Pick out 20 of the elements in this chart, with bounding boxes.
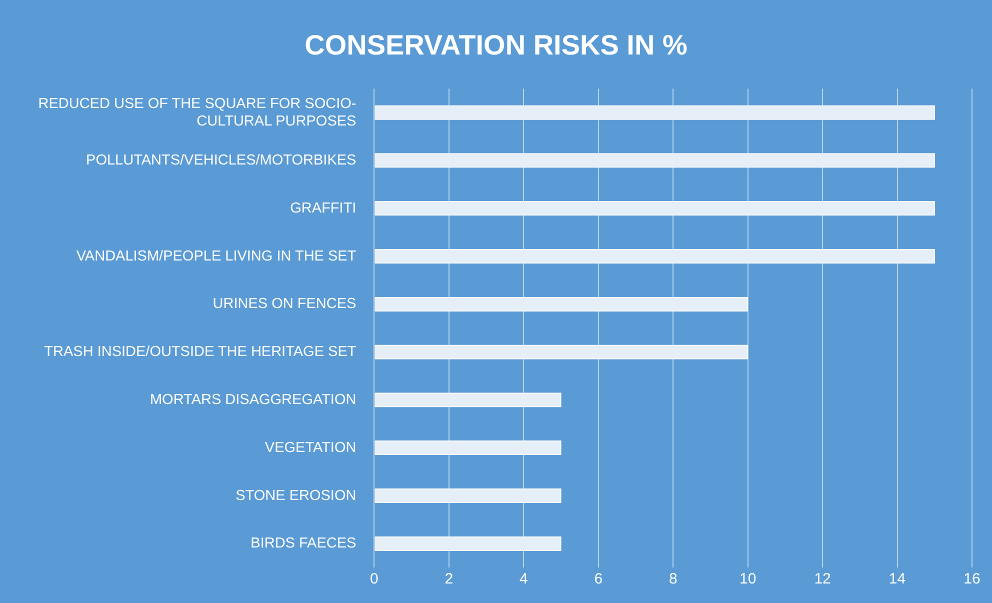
y-tick-label: BIRDS FAECES xyxy=(250,536,356,552)
y-tick-label: REDUCED USE OF THE SQUARE FOR SOCIO-CULTURAL PURPOSES xyxy=(38,96,356,130)
x-tick-label: 6 xyxy=(594,570,603,588)
y-tick-label: STONE EROSION xyxy=(236,488,356,504)
y-tick-label: VEGETATION xyxy=(264,440,356,456)
x-tick-label: 8 xyxy=(668,570,678,588)
y-tick-label: VANDALISM/PEOPLE LIVING IN THE SET xyxy=(76,248,356,264)
chart-title: CONSERVATION RISKS IN % xyxy=(304,30,688,61)
x-tick-label: 4 xyxy=(519,570,528,588)
y-tick-label: MORTARS DISAGGREGATION xyxy=(150,392,356,408)
x-tick-label: 14 xyxy=(888,570,906,588)
x-tick-label: 0 xyxy=(370,570,378,588)
x-tick-label: 16 xyxy=(964,570,980,588)
y-tick-label: URINES ON FENCES xyxy=(212,296,356,312)
y-tick-label: TRASH INSIDE/OUTSIDE THE HERITAGE SET xyxy=(44,344,356,360)
y-tick-label: POLLUTANTS/VEHICLES/MOTORBIKES xyxy=(86,152,356,168)
y-tick-label: GRAFFITI xyxy=(290,200,356,216)
x-tick-label: 12 xyxy=(814,570,831,588)
x-tick-label: 10 xyxy=(739,570,756,588)
x-tick-label: 2 xyxy=(444,570,454,588)
